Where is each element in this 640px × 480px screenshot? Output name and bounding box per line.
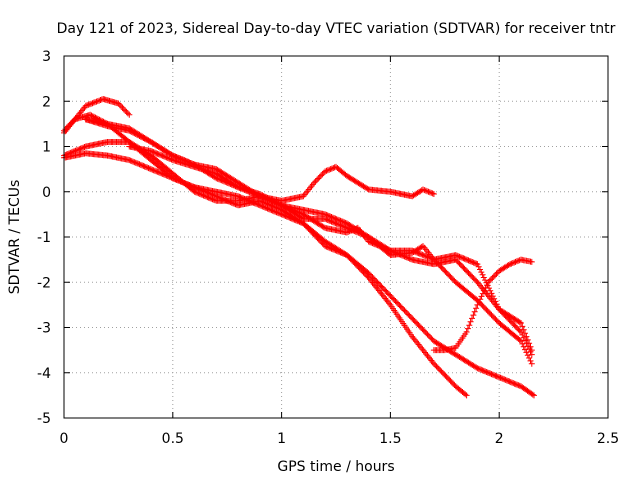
y-tick-label: 1 [42, 140, 51, 156]
y-tick-label: -5 [37, 411, 51, 427]
series-track-8 [430, 256, 535, 354]
x-tick-label: 1.5 [379, 431, 401, 447]
y-tick-label: -3 [37, 321, 51, 337]
series-track-4 [61, 139, 535, 354]
data-points-track-4 [61, 139, 535, 354]
x-tick-label: 2.5 [597, 431, 619, 447]
series-layer [61, 96, 537, 399]
y-axis-label: SDTVAR / TECUs [7, 180, 23, 295]
y-tick-label: -4 [37, 366, 51, 382]
y-tick-label: 3 [42, 49, 51, 65]
data-points-track-7 [126, 143, 437, 204]
axis-ticks: 0 0.5 1 1.5 2 2.5 -5 -4 -3 -2 -1 0 1 2 3 [37, 49, 619, 447]
x-tick-label: 0.5 [162, 431, 184, 447]
chart-title: Day 121 of 2023, Sidereal Day-to-day VTE… [57, 21, 616, 37]
y-tick-label: -2 [37, 275, 51, 291]
x-axis-label: GPS time / hours [277, 459, 394, 475]
series-track-7 [126, 143, 437, 204]
y-tick-label: -1 [37, 230, 51, 246]
data-points-track-8 [430, 256, 535, 354]
x-tick-label: 0 [60, 431, 69, 447]
x-tick-label: 1 [277, 431, 286, 447]
x-tick-label: 2 [495, 431, 504, 447]
grid-lines [64, 56, 608, 418]
data-points-track-3 [61, 150, 537, 399]
series-track-3 [61, 150, 537, 399]
y-tick-label: 0 [42, 185, 51, 201]
y-tick-label: 2 [42, 94, 51, 110]
